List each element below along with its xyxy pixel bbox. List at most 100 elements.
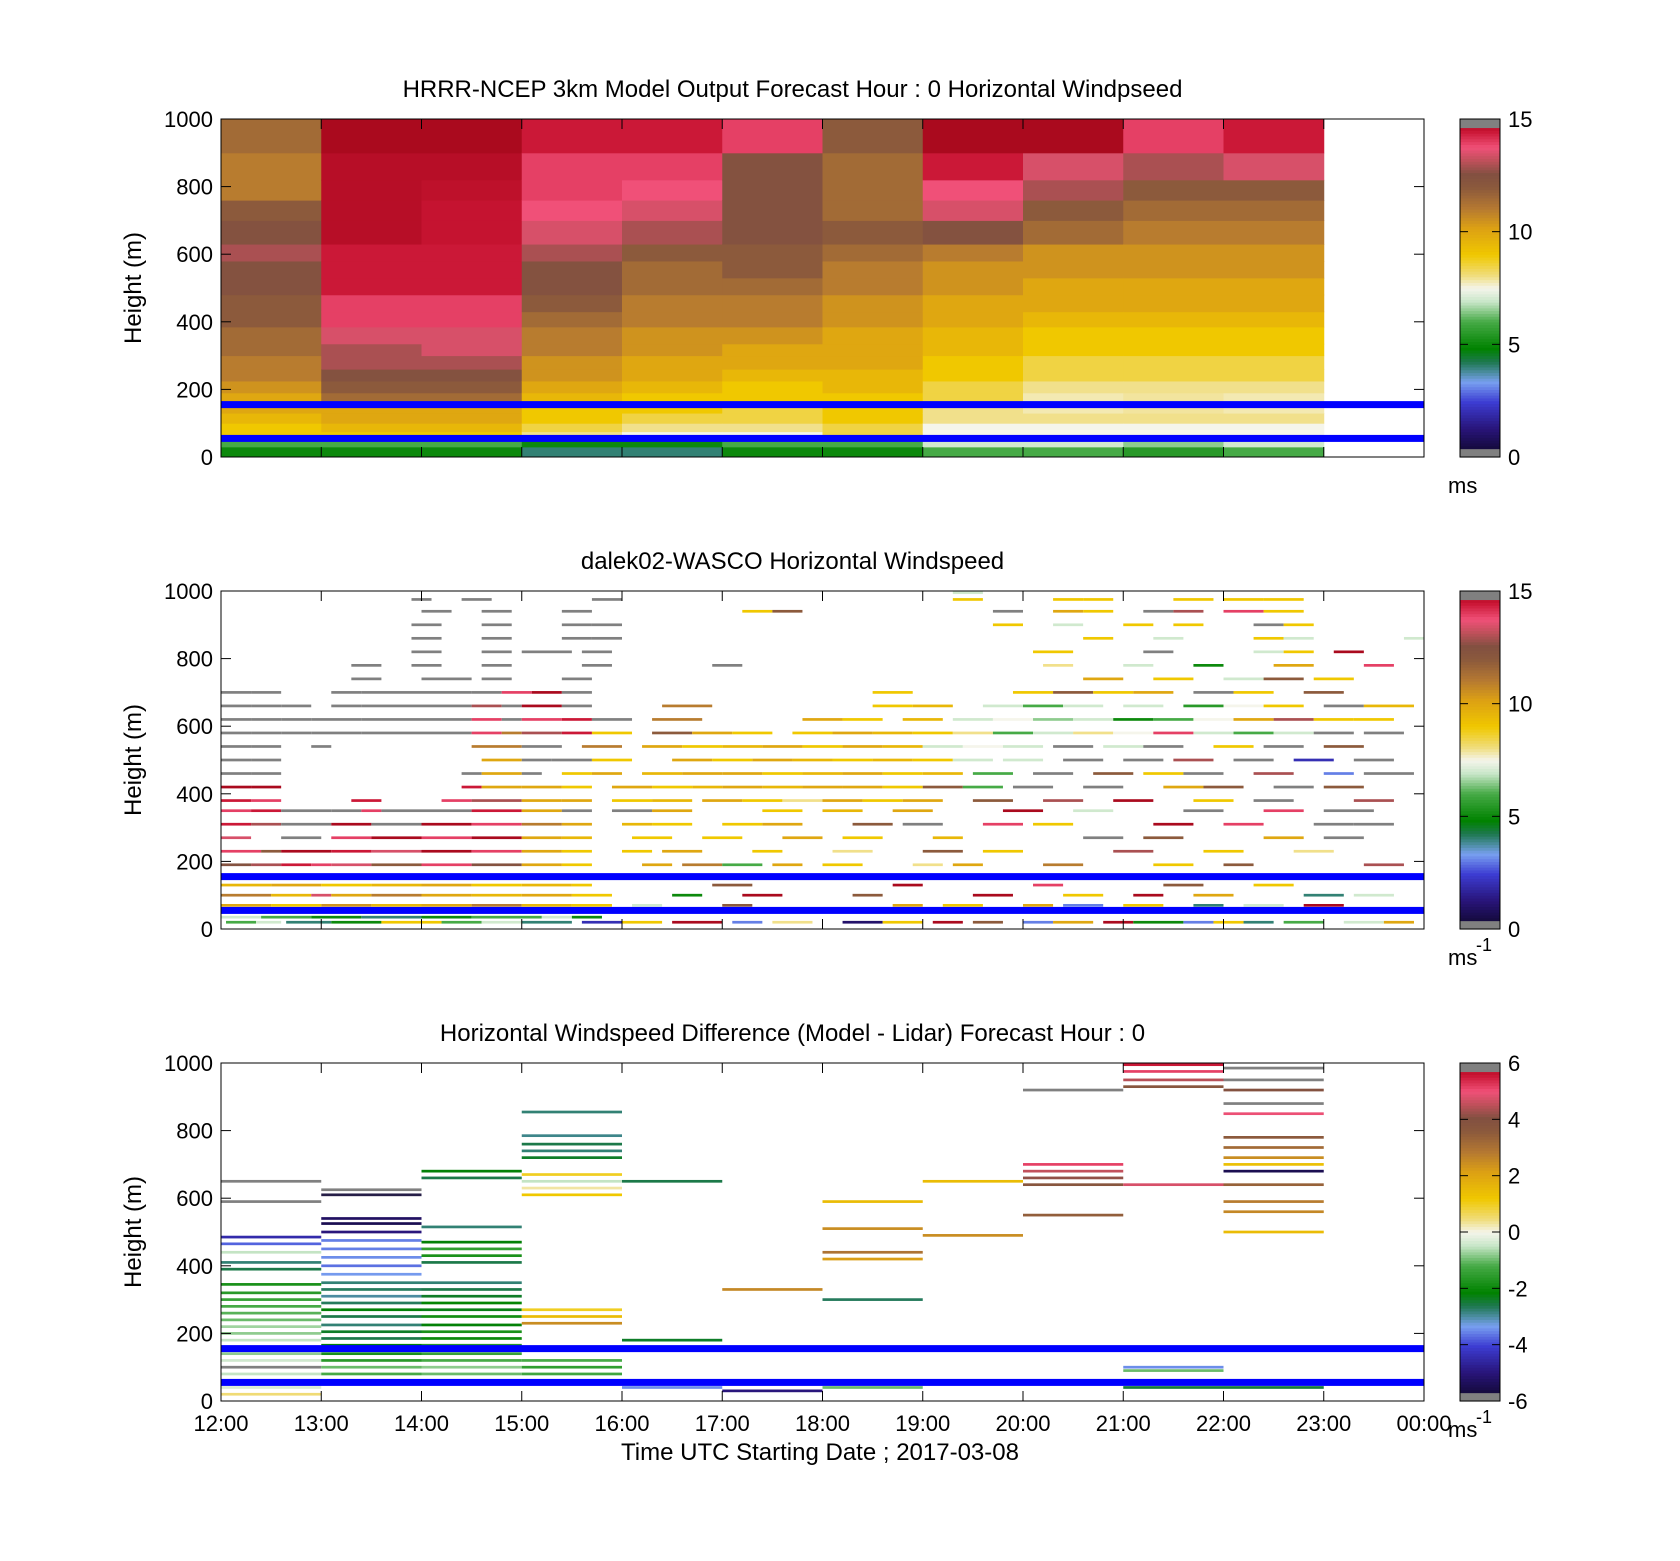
x-tick-label: 13:00 bbox=[294, 1411, 349, 1436]
colorbar-segment bbox=[1460, 121, 1500, 126]
heatmap-cell bbox=[481, 664, 512, 667]
heatmap-cell bbox=[1193, 903, 1224, 907]
heatmap-cell bbox=[321, 1323, 422, 1327]
colorbar-segment bbox=[1460, 720, 1500, 724]
heatmap-cell bbox=[221, 1338, 322, 1342]
heatmap-cell bbox=[1123, 402, 1224, 414]
colorbar-tick-label: 0 bbox=[1508, 445, 1520, 470]
heatmap-cell bbox=[1023, 343, 1124, 357]
colorbar-segment bbox=[1460, 610, 1500, 615]
colorbar-segment bbox=[1460, 765, 1500, 770]
heatmap-cell bbox=[281, 731, 312, 735]
heatmap-cell bbox=[321, 1301, 422, 1305]
colorbar-segment bbox=[1460, 917, 1500, 922]
colorbar-segment bbox=[1460, 1164, 1500, 1168]
heatmap-cell bbox=[1153, 718, 1194, 721]
heatmap-cell bbox=[622, 423, 723, 433]
heatmap-cell bbox=[321, 355, 422, 370]
heatmap-cell bbox=[1113, 731, 1154, 735]
heatmap-cell bbox=[251, 799, 282, 802]
x-tick-label: 23:00 bbox=[1296, 1411, 1351, 1436]
colorbar-segment bbox=[1460, 1184, 1500, 1188]
heatmap-cell bbox=[1123, 392, 1224, 404]
heatmap-cells bbox=[221, 591, 1424, 924]
heatmap-cell bbox=[822, 244, 924, 262]
heatmap-cell bbox=[912, 863, 943, 867]
heatmap-cell bbox=[251, 704, 282, 708]
heatmap-cell bbox=[1223, 326, 1325, 345]
heatmap-cell bbox=[1023, 179, 1124, 201]
heatmap-cell bbox=[221, 903, 272, 907]
heatmap-cell bbox=[521, 311, 623, 328]
colorbar-segment bbox=[1460, 1093, 1500, 1098]
heatmap-cell bbox=[221, 1332, 322, 1335]
heatmap-cell bbox=[682, 745, 723, 748]
heatmap-cell bbox=[521, 1186, 622, 1190]
heatmap-cell bbox=[421, 863, 472, 867]
heatmap-cell bbox=[221, 1261, 322, 1264]
colorbar-segment bbox=[1460, 423, 1500, 427]
heatmap-cell bbox=[221, 1291, 322, 1295]
heatmap-cell bbox=[722, 772, 763, 775]
colorbar-segment bbox=[1460, 816, 1500, 820]
heatmap-cell bbox=[712, 758, 753, 762]
heatmap-cell bbox=[1223, 152, 1325, 181]
heatmap-cell bbox=[281, 836, 322, 840]
colorbar-segment bbox=[1460, 1192, 1500, 1196]
heatmap-cell bbox=[461, 785, 482, 789]
heatmap-cell bbox=[622, 392, 723, 404]
heatmap-cell bbox=[521, 772, 542, 775]
heatmap-cell bbox=[1223, 413, 1325, 424]
heatmap-cell bbox=[521, 392, 623, 404]
heatmap-cell bbox=[501, 704, 522, 708]
heatmap-cell bbox=[471, 691, 502, 694]
heatmap-cell bbox=[732, 731, 773, 735]
colorbar-segment bbox=[1460, 1172, 1500, 1177]
colorbar-segment bbox=[1460, 1226, 1500, 1230]
colorbar-segment bbox=[1460, 858, 1500, 862]
heatmap-cell bbox=[1253, 636, 1284, 640]
heatmap-cell bbox=[521, 863, 562, 867]
heatmap-cell bbox=[251, 745, 282, 748]
chart-panel-2: dalek02-WASCO Horizontal Windspeed 0 200 40… bbox=[120, 548, 1532, 970]
heatmap-cell bbox=[1383, 920, 1414, 924]
heatmap-cell bbox=[622, 920, 663, 924]
heatmap-cell bbox=[221, 822, 252, 826]
heatmap-cell bbox=[1243, 920, 1274, 924]
heatmap-cell bbox=[281, 718, 312, 721]
colorbar-segment bbox=[1460, 372, 1500, 376]
colorbar-segment bbox=[1460, 633, 1500, 637]
colorbar-segment bbox=[1460, 912, 1500, 916]
heatmap-cell bbox=[1233, 758, 1274, 762]
heatmap-cell bbox=[1243, 903, 1284, 907]
colorbar-segment bbox=[1460, 206, 1500, 210]
heatmap-cell bbox=[1123, 369, 1224, 382]
colorbar-segment bbox=[1460, 1217, 1500, 1222]
heatmap-cell bbox=[1223, 119, 1325, 154]
heatmap-cell bbox=[521, 440, 623, 448]
heatmap-cell bbox=[421, 1288, 522, 1291]
heatmap-cell bbox=[1353, 718, 1394, 721]
heatmap-cell bbox=[221, 1200, 322, 1203]
heatmap-cell bbox=[361, 915, 422, 919]
colorbar-segment bbox=[1460, 352, 1500, 357]
heatmap-cell bbox=[321, 1255, 422, 1259]
heatmap-cell bbox=[842, 836, 883, 840]
heatmap-cell bbox=[1113, 849, 1154, 853]
colorbar-segment bbox=[1460, 130, 1500, 134]
heatmap-cell bbox=[521, 785, 562, 789]
heatmap-cell bbox=[1273, 718, 1314, 721]
heatmap-cell bbox=[1283, 920, 1324, 924]
heatmap-cell bbox=[1033, 772, 1074, 775]
chart-title: dalek02-WASCO Horizontal Windspeed bbox=[581, 548, 1004, 575]
heatmap-cell bbox=[591, 636, 622, 640]
heatmap-cell bbox=[1073, 731, 1114, 735]
heatmap-cell bbox=[1253, 772, 1294, 775]
colorbar-segment bbox=[1460, 1223, 1500, 1227]
colorbar-segment bbox=[1460, 841, 1500, 846]
heatmap-cell bbox=[1223, 1200, 1324, 1203]
heatmap-cell bbox=[1063, 704, 1104, 708]
heatmap-cell bbox=[922, 343, 1024, 357]
heatmap-cell bbox=[421, 343, 523, 357]
heatmap-cell bbox=[822, 277, 924, 296]
